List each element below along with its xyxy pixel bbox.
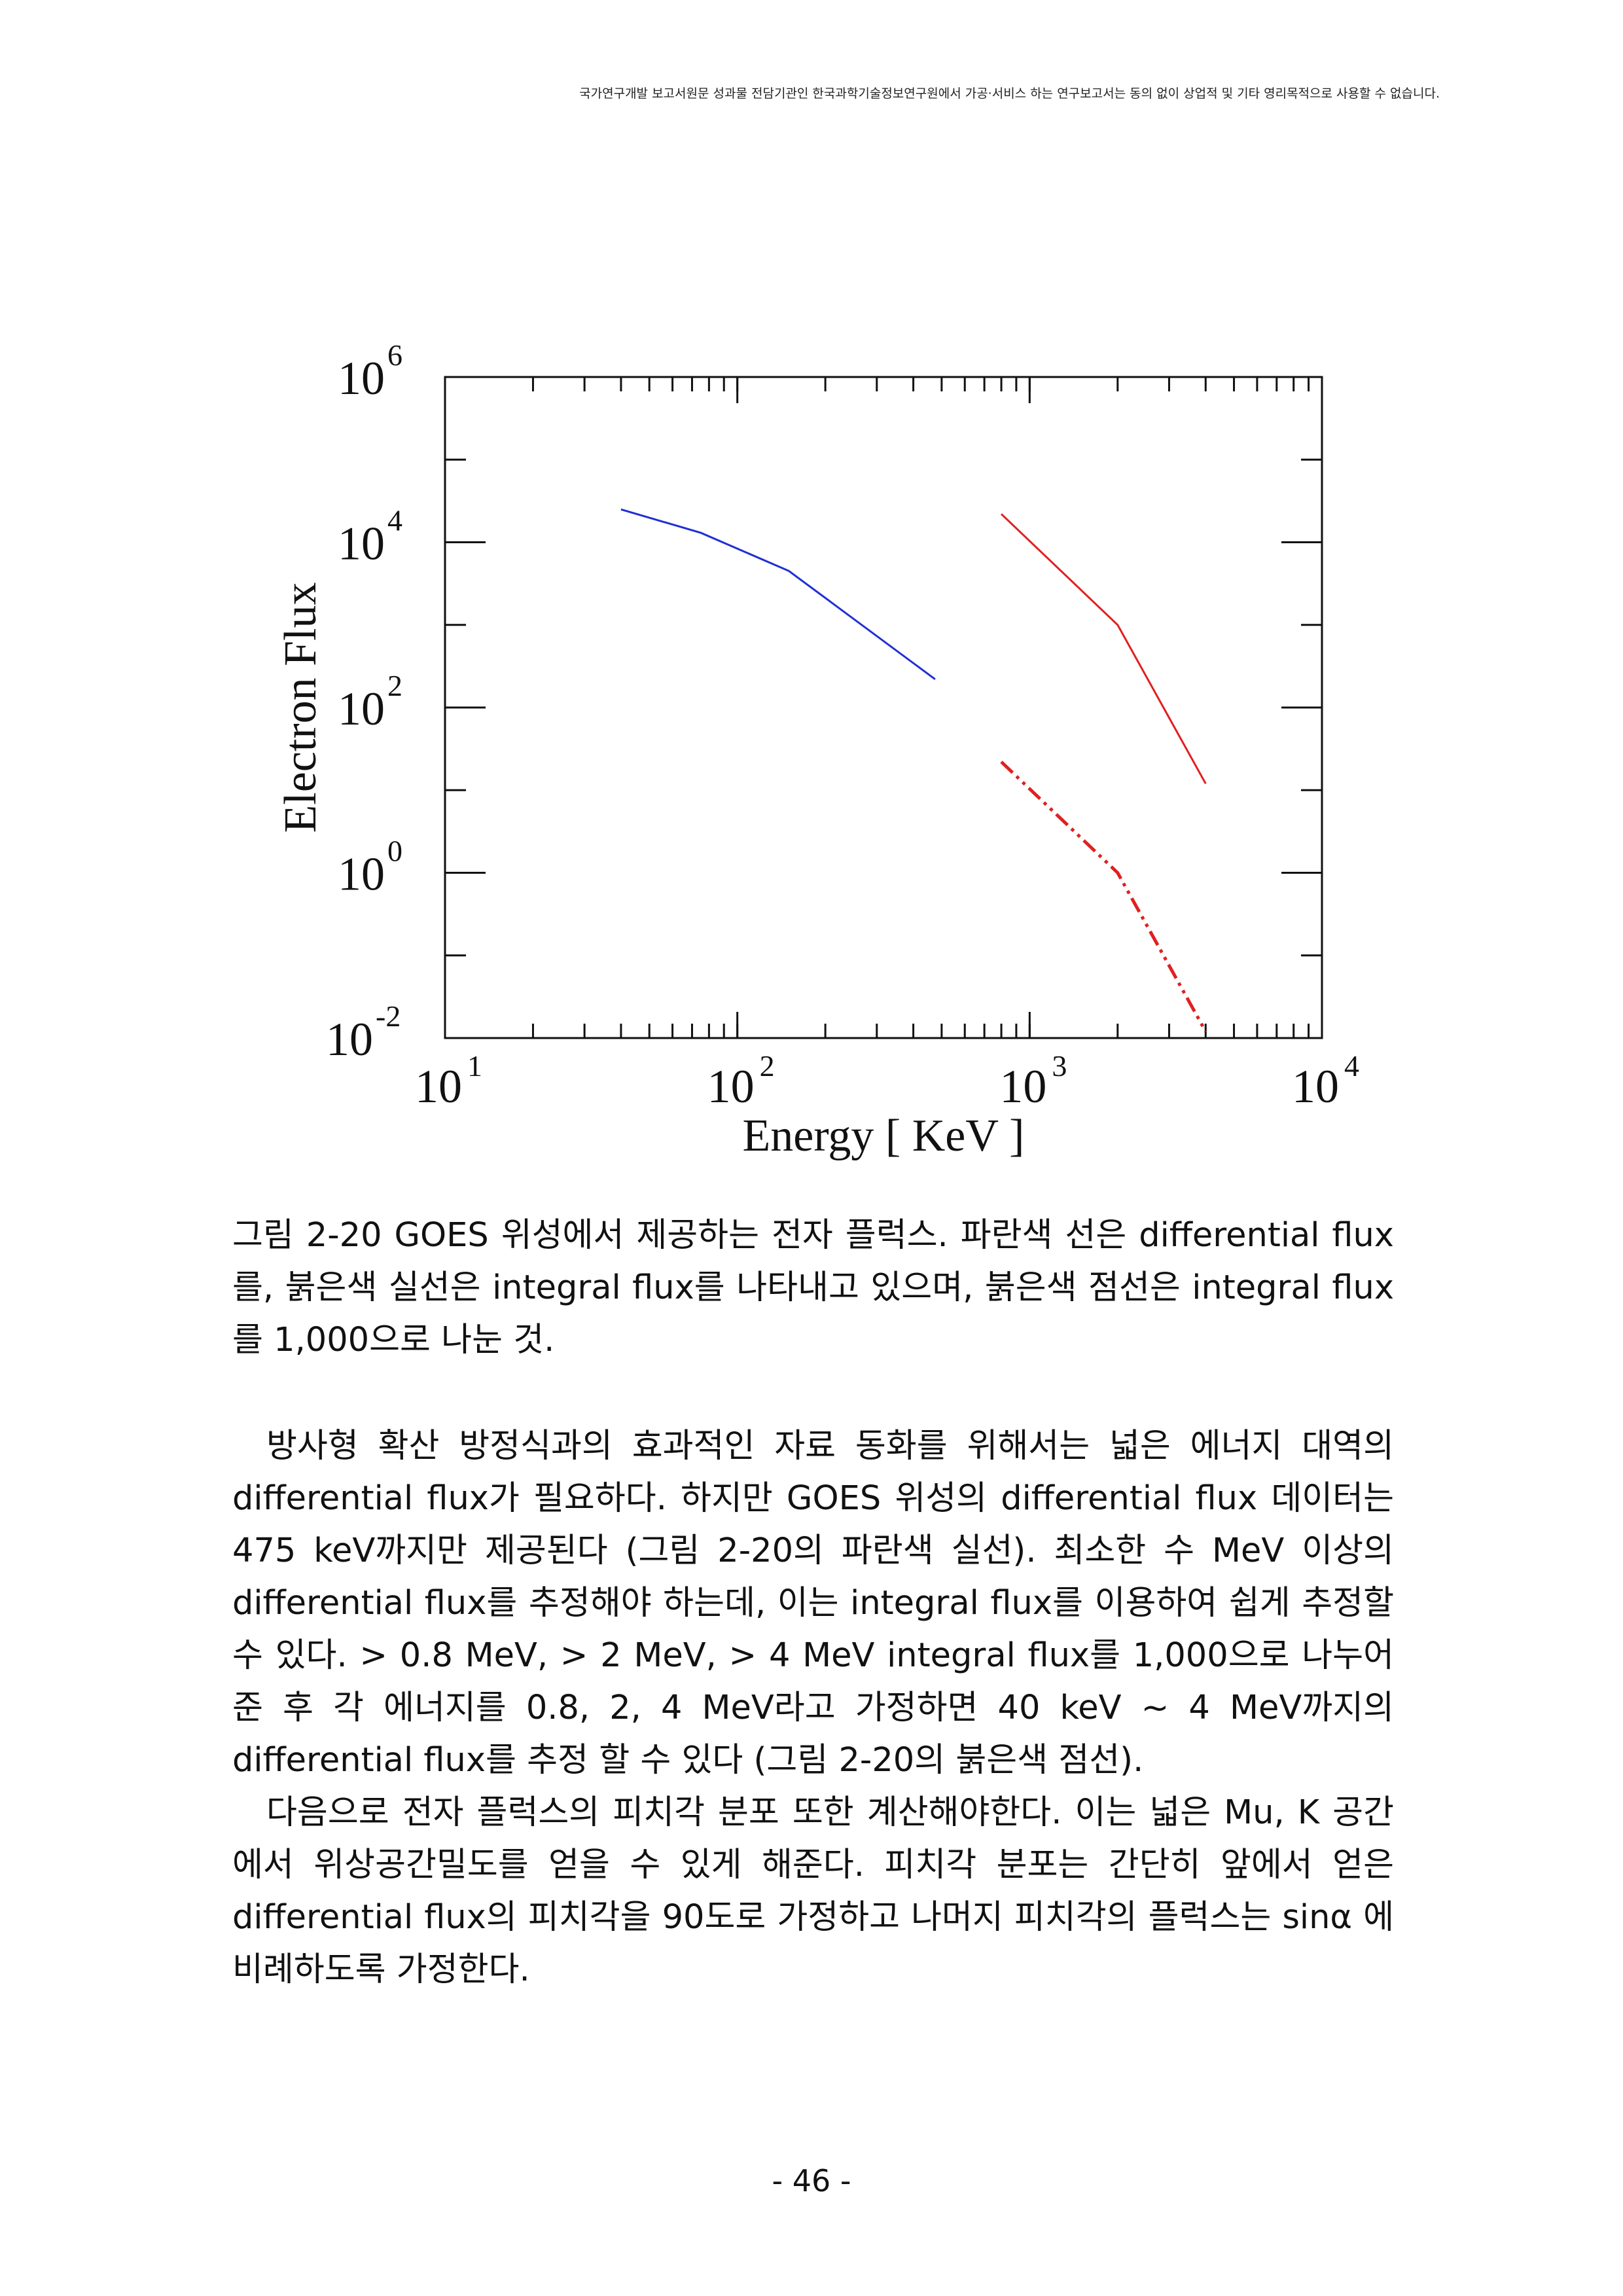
- plot-frame: [444, 376, 1323, 1039]
- x-tick-label: 10: [707, 1060, 755, 1113]
- y-tick-label: 10: [338, 848, 385, 901]
- x-axis-label: Energy [ KeV ]: [743, 1111, 1025, 1161]
- y-tick-label: 10: [338, 518, 385, 570]
- y-tick-label: 10: [338, 683, 385, 735]
- y-tick-label: 10: [338, 352, 385, 404]
- x-tick-label-exponent: 3: [1052, 1049, 1067, 1083]
- chart-series: [620, 508, 1207, 1033]
- x-tick-label-exponent: 4: [1344, 1049, 1359, 1083]
- y-tick-label-exponent: -2: [376, 999, 401, 1033]
- y-tick-label-exponent: 6: [387, 340, 402, 372]
- page-number: - 46 -: [772, 2163, 851, 2198]
- paragraph-2: 다음으로 전자 플럭스의 피치각 분포 또한 계산해야한다. 이는 넓은 Mu,…: [232, 1793, 1394, 1989]
- figure-caption: 그림 2-20 GOES 위성에서 제공하는 전자 플럭스. 파란색 선은 di…: [232, 1216, 1394, 1359]
- y-tick-label-exponent: 2: [387, 669, 402, 702]
- x-tick-label: 10: [415, 1060, 462, 1113]
- x-tick-label: 10: [999, 1060, 1046, 1113]
- series-line-2: [1000, 513, 1207, 785]
- tick-labels: 10 1 10 2 10 3 10 410 -210 010 210 410 6: [326, 340, 1359, 1113]
- x-tick-label: 10: [1292, 1060, 1339, 1113]
- series-line-1: [620, 508, 936, 681]
- x-tick-label-exponent: 2: [760, 1049, 775, 1083]
- y-tick-label-exponent: 0: [387, 834, 402, 868]
- axis-ticks: [444, 376, 1323, 1039]
- body-text: 방사형 확산 방정식과의 효과적인 자료 동화를 위해서는 넓은 에너지 대역의…: [232, 1420, 1394, 1996]
- electron-flux-chart: 10 1 10 2 10 3 10 410 -210 010 210 410 6 Energy [ Ke…: [276, 340, 1359, 1161]
- paragraph-1: 방사형 확산 방정식과의 효과적인 자료 동화를 위해서는 넓은 에너지 대역의…: [232, 1427, 1394, 1780]
- series-line-3: [1000, 761, 1207, 1033]
- y-axis-label: Electron Flux: [276, 583, 326, 833]
- copyright-notice: 국가연구개발 보고서원문 성과물 전담기관인 한국과학기술정보연구원에서 가공·…: [579, 86, 1440, 101]
- y-tick-label: 10: [326, 1013, 373, 1066]
- x-tick-label-exponent: 1: [467, 1049, 482, 1083]
- y-tick-label-exponent: 4: [387, 504, 402, 537]
